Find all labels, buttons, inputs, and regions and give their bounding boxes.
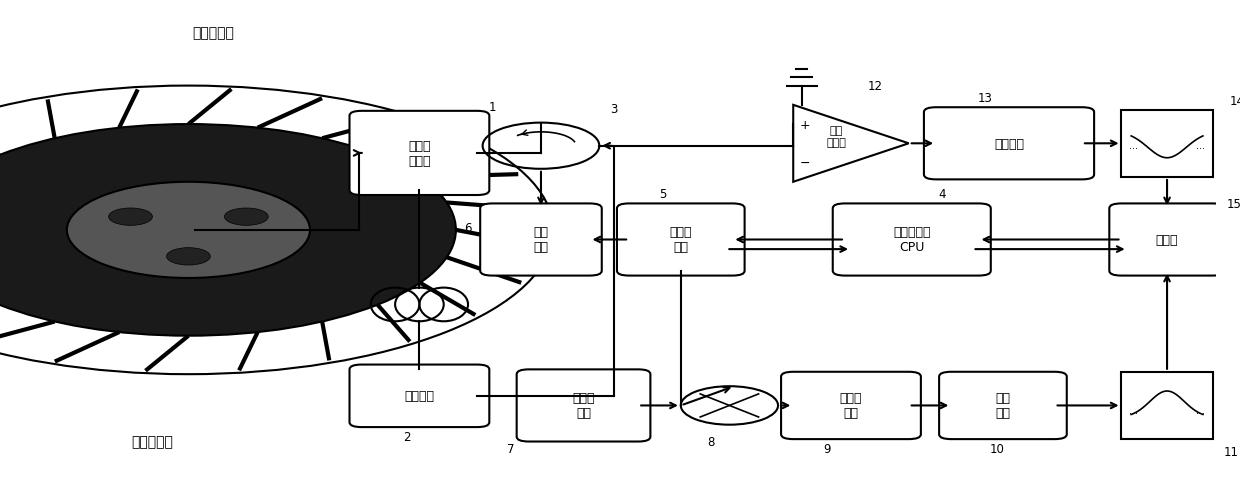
Text: 功率
放人: 功率 放人	[533, 226, 548, 254]
Text: 4: 4	[939, 188, 946, 201]
Text: 检波网络: 检波网络	[994, 137, 1024, 151]
Text: 8: 8	[708, 435, 715, 448]
Text: 发动机机匣: 发动机机匣	[192, 26, 233, 41]
Text: 12: 12	[868, 80, 883, 93]
Text: 中央处理器
CPU: 中央处理器 CPU	[893, 226, 930, 254]
Text: 选频
网络: 选频 网络	[996, 392, 1011, 420]
Text: 谐振腔
传感器: 谐振腔 传感器	[408, 140, 430, 168]
Circle shape	[0, 125, 456, 336]
Text: 压控振
荡器: 压控振 荡器	[670, 226, 692, 254]
Text: 同轴线缆: 同轴线缆	[404, 389, 434, 403]
FancyBboxPatch shape	[350, 365, 490, 427]
Text: 射频
放大器: 射频 放大器	[826, 126, 847, 147]
Text: 15: 15	[1228, 197, 1240, 211]
FancyBboxPatch shape	[350, 111, 490, 196]
Text: ···: ···	[1128, 408, 1138, 418]
Text: 基准信
号源: 基准信 号源	[573, 392, 595, 420]
Text: ···: ···	[1197, 408, 1205, 418]
Text: ···: ···	[1197, 144, 1205, 154]
Text: 9: 9	[823, 442, 831, 456]
Text: 14: 14	[1229, 94, 1240, 108]
Text: 低通滤
波器: 低通滤 波器	[839, 392, 862, 420]
Text: 计时器: 计时器	[1156, 233, 1178, 247]
FancyBboxPatch shape	[618, 204, 744, 276]
Circle shape	[166, 248, 211, 265]
Circle shape	[109, 208, 153, 226]
Text: 3: 3	[610, 102, 618, 116]
Text: 7: 7	[507, 442, 515, 456]
Text: 11: 11	[1224, 444, 1239, 458]
Text: 1: 1	[489, 100, 496, 113]
Text: 发动机转子: 发动机转子	[131, 434, 172, 449]
Text: 13: 13	[977, 92, 992, 105]
FancyBboxPatch shape	[924, 108, 1094, 180]
FancyBboxPatch shape	[781, 372, 921, 439]
Circle shape	[224, 208, 268, 226]
Circle shape	[67, 182, 310, 278]
FancyBboxPatch shape	[833, 204, 991, 276]
Text: ···: ···	[1128, 144, 1138, 154]
Bar	[1121, 110, 1213, 178]
Text: 2: 2	[403, 430, 410, 444]
FancyBboxPatch shape	[517, 370, 651, 442]
Bar	[1121, 372, 1213, 439]
FancyBboxPatch shape	[1110, 204, 1225, 276]
Text: −: −	[800, 156, 810, 170]
FancyBboxPatch shape	[480, 204, 601, 276]
Text: 6: 6	[464, 221, 471, 235]
Text: 5: 5	[658, 188, 666, 201]
Text: 10: 10	[990, 442, 1004, 456]
Text: +: +	[800, 118, 810, 132]
FancyBboxPatch shape	[939, 372, 1066, 439]
